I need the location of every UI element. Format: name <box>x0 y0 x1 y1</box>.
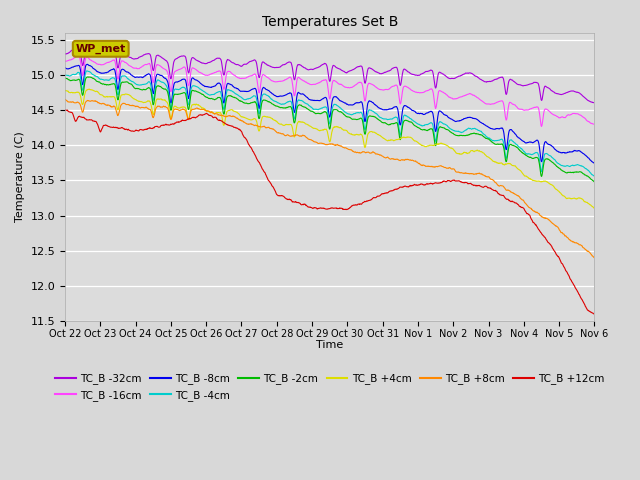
TC_B -8cm <box>412 110 420 116</box>
TC_B +12cm <box>481 183 489 189</box>
Line: TC_B +4cm: TC_B +4cm <box>65 89 595 208</box>
TC_B -2cm <box>591 179 598 185</box>
TC_B -8cm <box>481 122 489 128</box>
TC_B -4cm <box>166 103 174 108</box>
TC_B +8cm <box>61 96 69 102</box>
TC_B -2cm <box>166 106 174 111</box>
TC_B -32cm <box>528 81 536 86</box>
TC_B -16cm <box>528 105 536 111</box>
TC_B -32cm <box>591 100 598 106</box>
TC_B -16cm <box>538 123 545 129</box>
TC_B -8cm <box>61 65 69 71</box>
TC_B -4cm <box>179 84 187 90</box>
TC_B +8cm <box>179 106 187 112</box>
TC_B -16cm <box>239 75 246 81</box>
TC_B -2cm <box>481 135 489 141</box>
TC_B -4cm <box>591 173 598 179</box>
TC_B -32cm <box>179 53 187 59</box>
TC_B -4cm <box>239 95 246 101</box>
TC_B +12cm <box>61 107 69 113</box>
X-axis label: Time: Time <box>316 340 343 350</box>
Title: Temperatures Set B: Temperatures Set B <box>262 15 398 29</box>
TC_B +8cm <box>591 255 598 261</box>
Text: WP_met: WP_met <box>76 44 126 54</box>
TC_B -4cm <box>83 68 91 74</box>
Line: TC_B +8cm: TC_B +8cm <box>65 99 595 258</box>
TC_B -8cm <box>166 97 174 103</box>
TC_B -8cm <box>84 61 92 67</box>
TC_B +4cm <box>61 88 69 94</box>
TC_B +4cm <box>481 152 489 157</box>
TC_B -32cm <box>166 74 174 80</box>
TC_B -8cm <box>239 88 246 94</box>
TC_B +4cm <box>86 86 93 92</box>
TC_B -16cm <box>481 101 489 107</box>
TC_B -16cm <box>179 65 187 71</box>
TC_B -8cm <box>528 140 536 145</box>
TC_B -16cm <box>591 121 598 127</box>
TC_B +4cm <box>239 114 246 120</box>
TC_B -2cm <box>528 155 536 161</box>
Line: TC_B -4cm: TC_B -4cm <box>65 71 595 176</box>
TC_B +8cm <box>412 158 419 164</box>
TC_B -2cm <box>61 75 69 81</box>
TC_B +12cm <box>591 312 598 317</box>
TC_B -32cm <box>239 63 246 69</box>
TC_B -4cm <box>528 152 536 157</box>
TC_B -16cm <box>61 58 69 64</box>
TC_B +8cm <box>166 114 173 120</box>
Line: TC_B -32cm: TC_B -32cm <box>65 48 595 103</box>
TC_B -16cm <box>166 87 174 93</box>
TC_B -32cm <box>61 51 69 57</box>
TC_B -4cm <box>412 120 420 125</box>
TC_B +8cm <box>528 206 536 212</box>
TC_B +12cm <box>238 130 246 135</box>
TC_B -2cm <box>412 123 420 129</box>
TC_B -2cm <box>179 90 187 96</box>
TC_B +4cm <box>412 138 420 144</box>
Line: TC_B -16cm: TC_B -16cm <box>65 56 595 126</box>
Line: TC_B -2cm: TC_B -2cm <box>65 77 595 182</box>
TC_B -16cm <box>74 53 82 59</box>
TC_B -2cm <box>84 74 92 80</box>
TC_B -8cm <box>591 160 598 166</box>
TC_B -8cm <box>179 76 187 82</box>
TC_B +12cm <box>166 122 173 128</box>
TC_B -4cm <box>481 132 489 138</box>
TC_B +12cm <box>179 118 187 123</box>
TC_B -4cm <box>61 72 69 78</box>
TC_B -2cm <box>239 99 246 105</box>
TC_B +4cm <box>591 205 598 211</box>
TC_B -32cm <box>412 72 420 78</box>
TC_B -32cm <box>75 46 83 51</box>
Line: TC_B -8cm: TC_B -8cm <box>65 64 595 163</box>
Legend: TC_B -32cm, TC_B -16cm, TC_B -8cm, TC_B -4cm, TC_B -2cm, TC_B +4cm, TC_B +8cm, T: TC_B -32cm, TC_B -16cm, TC_B -8cm, TC_B … <box>51 370 608 405</box>
TC_B +8cm <box>481 173 489 179</box>
TC_B +4cm <box>166 113 174 119</box>
TC_B -32cm <box>481 79 489 84</box>
TC_B +8cm <box>238 118 246 123</box>
Y-axis label: Temperature (C): Temperature (C) <box>15 132 25 222</box>
TC_B +12cm <box>528 216 536 222</box>
TC_B -16cm <box>412 89 420 95</box>
TC_B +4cm <box>528 177 536 183</box>
Line: TC_B +12cm: TC_B +12cm <box>65 110 595 314</box>
TC_B +4cm <box>179 104 187 109</box>
TC_B +12cm <box>412 182 419 188</box>
